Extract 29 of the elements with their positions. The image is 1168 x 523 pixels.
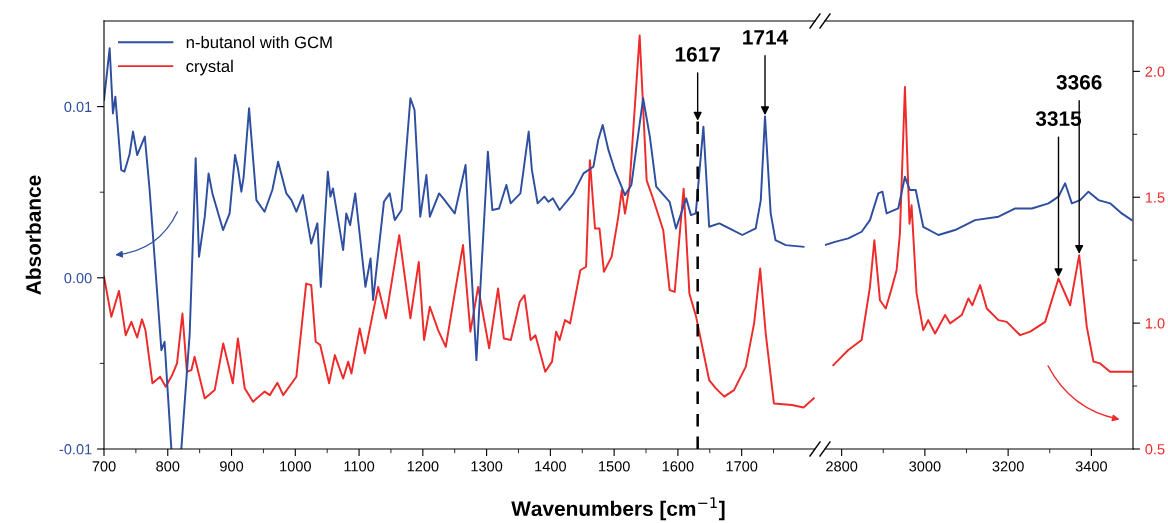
x-tick-label: 3000 (909, 461, 941, 472)
annotation: 1714 (743, 30, 789, 45)
x-tick-label: 700 (92, 461, 116, 472)
legend-label: n-butanol with GCM (186, 36, 332, 49)
annotation: 3366 (1056, 74, 1102, 90)
x-axis-title: Wavenumbers [cm$^{−1}$] (511, 497, 725, 521)
y-tick-label: -0.01 (59, 444, 92, 455)
x-tick-label: 900 (220, 461, 244, 472)
x-tick-label: 1300 (471, 461, 503, 472)
x-tick-label: 3200 (992, 461, 1024, 472)
y-tick-label: 0.01 (64, 101, 92, 113)
x-tick-label: 1700 (726, 461, 758, 472)
x-tick-label: 1200 (407, 461, 439, 472)
x-tick-label: 1400 (535, 461, 567, 472)
x-tick-label: 3400 (1075, 461, 1108, 472)
legend-label: crystal (186, 59, 233, 76)
x-tick-label: 1000 (280, 461, 311, 472)
annotation: 1617 (675, 47, 720, 62)
x-tick-label: 2800 (826, 461, 858, 472)
x-tick-label: 800 (156, 461, 180, 472)
x-tick-label: 1100 (344, 461, 375, 472)
y2-tick-label: 0.5 (1145, 444, 1165, 455)
y2-tick-label: 1.0 (1145, 318, 1165, 329)
y-axis-title: Absorbance (25, 175, 41, 295)
y2-tick-label: 1.5 (1145, 192, 1165, 203)
y2-tick-label: 2.0 (1145, 66, 1165, 77)
y-tick-label: 0.00 (64, 272, 92, 284)
x-tick-label: 1600 (662, 461, 694, 472)
x-tick-label: 1500 (599, 461, 630, 472)
